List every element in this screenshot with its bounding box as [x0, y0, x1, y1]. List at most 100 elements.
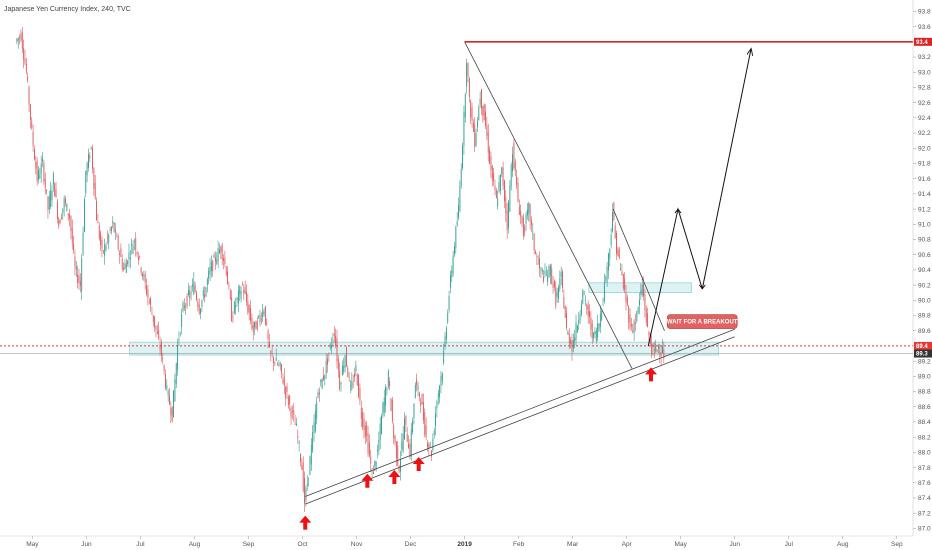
- candle-body: [659, 352, 661, 355]
- candle-body: [244, 287, 246, 294]
- candle-body: [216, 259, 218, 265]
- candle-body: [637, 307, 639, 312]
- candle-body: [108, 234, 110, 243]
- candle-body: [23, 48, 25, 60]
- candle-body: [528, 203, 530, 214]
- candle-body: [409, 443, 411, 458]
- candle-body: [628, 306, 630, 323]
- y-tick-label: 91.2: [918, 206, 931, 213]
- candle-body: [296, 423, 297, 426]
- candle-body: [163, 365, 165, 371]
- candle-body: [374, 460, 376, 466]
- candle-body: [162, 358, 164, 359]
- candle-body: [645, 309, 647, 323]
- breakout-callout-box: [666, 314, 738, 329]
- candle-body: [28, 86, 30, 105]
- candle-body: [564, 306, 566, 318]
- candle-body: [395, 441, 397, 459]
- candle-body: [94, 183, 96, 199]
- candle-body: [574, 337, 576, 342]
- downtrend-line: [464, 41, 633, 369]
- candle-body: [371, 471, 373, 472]
- candle-body: [345, 347, 347, 366]
- candle-body: [386, 388, 388, 391]
- candle-body: [452, 255, 454, 274]
- candle-body: [632, 330, 634, 332]
- candle-body: [552, 283, 554, 288]
- candle-body: [501, 167, 503, 175]
- y-tick-label: 92.4: [918, 115, 931, 122]
- y-tick-label: 89.6: [918, 328, 931, 335]
- candle-body: [217, 248, 219, 261]
- candle-body: [512, 154, 513, 172]
- candle-body: [98, 225, 100, 239]
- candle-body: [115, 229, 116, 232]
- y-tick-label: 90.2: [918, 282, 931, 289]
- candle-body: [566, 313, 568, 328]
- candle-body: [397, 445, 399, 465]
- candle-body: [283, 376, 285, 386]
- y-tick-label: 89.2: [918, 358, 931, 365]
- candle-body: [451, 270, 453, 278]
- candle-body: [472, 122, 474, 132]
- candle-body: [524, 226, 526, 233]
- candle-body: [571, 339, 573, 352]
- candle-body: [225, 267, 227, 276]
- candle-body: [509, 185, 511, 212]
- candle-body: [81, 258, 83, 292]
- candle-body: [368, 442, 370, 456]
- candle-body: [96, 200, 98, 221]
- candle-body: [553, 280, 555, 288]
- candle-body: [58, 218, 60, 227]
- candle-body: [464, 93, 466, 118]
- y-tick-label: 93.8: [918, 9, 931, 16]
- candle-body: [290, 407, 292, 418]
- candle-body: [547, 276, 549, 283]
- candle-body: [598, 323, 600, 331]
- candle-body: [470, 100, 472, 118]
- candle-body: [310, 444, 312, 465]
- candle-body: [155, 325, 157, 331]
- candle-body: [90, 147, 92, 149]
- candle-body: [128, 252, 130, 260]
- candle-body: [583, 292, 585, 293]
- candle-body: [82, 232, 84, 255]
- candle-body: [540, 267, 542, 270]
- candle-body: [197, 301, 199, 307]
- candle-body: [235, 305, 237, 308]
- candle-body: [212, 260, 214, 271]
- candle-body: [493, 173, 495, 182]
- candle-body: [333, 333, 335, 337]
- candle-body: [548, 265, 550, 277]
- x-tick-label: Feb: [513, 541, 525, 548]
- support-up-arrow: [644, 367, 657, 382]
- candle-body: [125, 262, 127, 273]
- candle-body: [24, 58, 26, 64]
- candle-body: [132, 245, 134, 254]
- y-tick-label: 87.8: [918, 465, 931, 472]
- candle-body: [21, 31, 23, 49]
- y-tick-label: 91.6: [918, 176, 931, 183]
- candle-body: [639, 299, 640, 306]
- candle-body: [562, 271, 563, 289]
- candle-body: [185, 305, 187, 307]
- candle-body: [526, 209, 528, 216]
- candle-body: [151, 313, 153, 315]
- candle-body: [237, 290, 239, 304]
- candle-body: [110, 227, 112, 232]
- candle-body: [467, 63, 469, 77]
- candle-body: [641, 284, 643, 295]
- candle-body: [171, 406, 173, 422]
- candle-body: [206, 279, 208, 286]
- candle-body: [578, 319, 580, 324]
- candle-body: [36, 161, 38, 182]
- candle-body: [580, 304, 582, 315]
- candle-body: [52, 173, 54, 185]
- candle-body: [294, 423, 296, 425]
- candle-body: [100, 232, 102, 246]
- candle-body: [317, 392, 319, 398]
- candle-body: [17, 37, 19, 41]
- candle-body: [337, 358, 339, 371]
